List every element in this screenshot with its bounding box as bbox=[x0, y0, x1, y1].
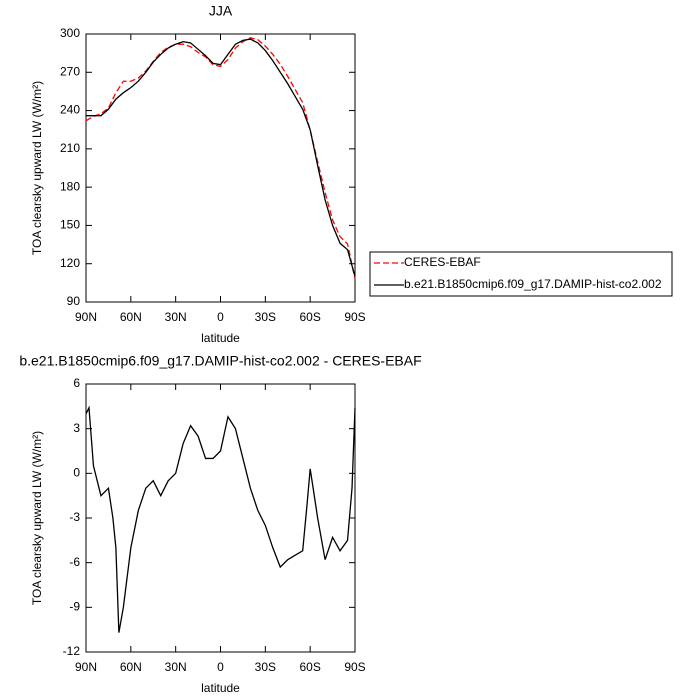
y-tick-label: 270 bbox=[60, 64, 80, 78]
legend-label: b.e21.B1850cmip6.f09_g17.DAMIP-hist-co2.… bbox=[404, 277, 662, 291]
y-tick-label: 210 bbox=[60, 141, 80, 155]
y-tick-label: -12 bbox=[63, 644, 81, 658]
y-axis-label: TOA clearsky upward LW (W/m²) bbox=[30, 431, 44, 605]
x-tick-label: 90N bbox=[75, 310, 97, 324]
y-tick-label: 90 bbox=[67, 294, 81, 308]
y-axis-label: TOA clearsky upward LW (W/m²) bbox=[30, 81, 44, 255]
y-tick-label: 300 bbox=[60, 26, 80, 40]
x-axis-label: latitude bbox=[201, 681, 240, 695]
y-tick-label: 180 bbox=[60, 179, 80, 193]
chart-title: JJA bbox=[209, 3, 233, 19]
x-tick-label: 0 bbox=[217, 660, 224, 674]
x-tick-label: 60N bbox=[120, 660, 142, 674]
x-tick-label: 30S bbox=[255, 660, 276, 674]
data-line bbox=[85, 37, 356, 280]
y-tick-label: 120 bbox=[60, 256, 80, 270]
x-tick-label: 30N bbox=[165, 660, 187, 674]
y-tick-label: -6 bbox=[69, 555, 80, 569]
plot-frame bbox=[85, 33, 356, 303]
y-tick-label: -3 bbox=[69, 510, 80, 524]
chart-title: b.e21.B1850cmip6.f09_g17.DAMIP-hist-co2.… bbox=[19, 353, 421, 369]
x-tick-label: 60N bbox=[120, 310, 142, 324]
x-tick-label: 90S bbox=[344, 660, 365, 674]
x-tick-label: 90S bbox=[344, 310, 365, 324]
x-tick-label: 90N bbox=[75, 660, 97, 674]
y-tick-label: 3 bbox=[73, 421, 80, 435]
x-tick-label: 60S bbox=[299, 660, 320, 674]
legend-label: CERES-EBAF bbox=[404, 255, 481, 269]
y-tick-label: -9 bbox=[69, 600, 80, 614]
y-tick-label: 6 bbox=[73, 376, 80, 390]
panel: b.e21.B1850cmip6.f09_g17.DAMIP-hist-co2.… bbox=[19, 353, 421, 695]
x-tick-label: 30S bbox=[255, 310, 276, 324]
y-tick-label: 240 bbox=[60, 103, 80, 117]
x-tick-label: 0 bbox=[217, 310, 224, 324]
plot-frame bbox=[85, 383, 356, 653]
x-axis-label: latitude bbox=[201, 331, 240, 345]
panel: JJA latitude TOA clearsky upward LW (W/m²)… bbox=[30, 3, 673, 345]
x-tick-label: 30N bbox=[165, 310, 187, 324]
y-tick-label: 150 bbox=[60, 218, 80, 232]
data-line bbox=[86, 38, 356, 277]
y-tick-label: 0 bbox=[73, 466, 80, 480]
legend-box bbox=[369, 251, 673, 297]
x-tick-label: 60S bbox=[299, 310, 320, 324]
data-line bbox=[85, 405, 356, 633]
